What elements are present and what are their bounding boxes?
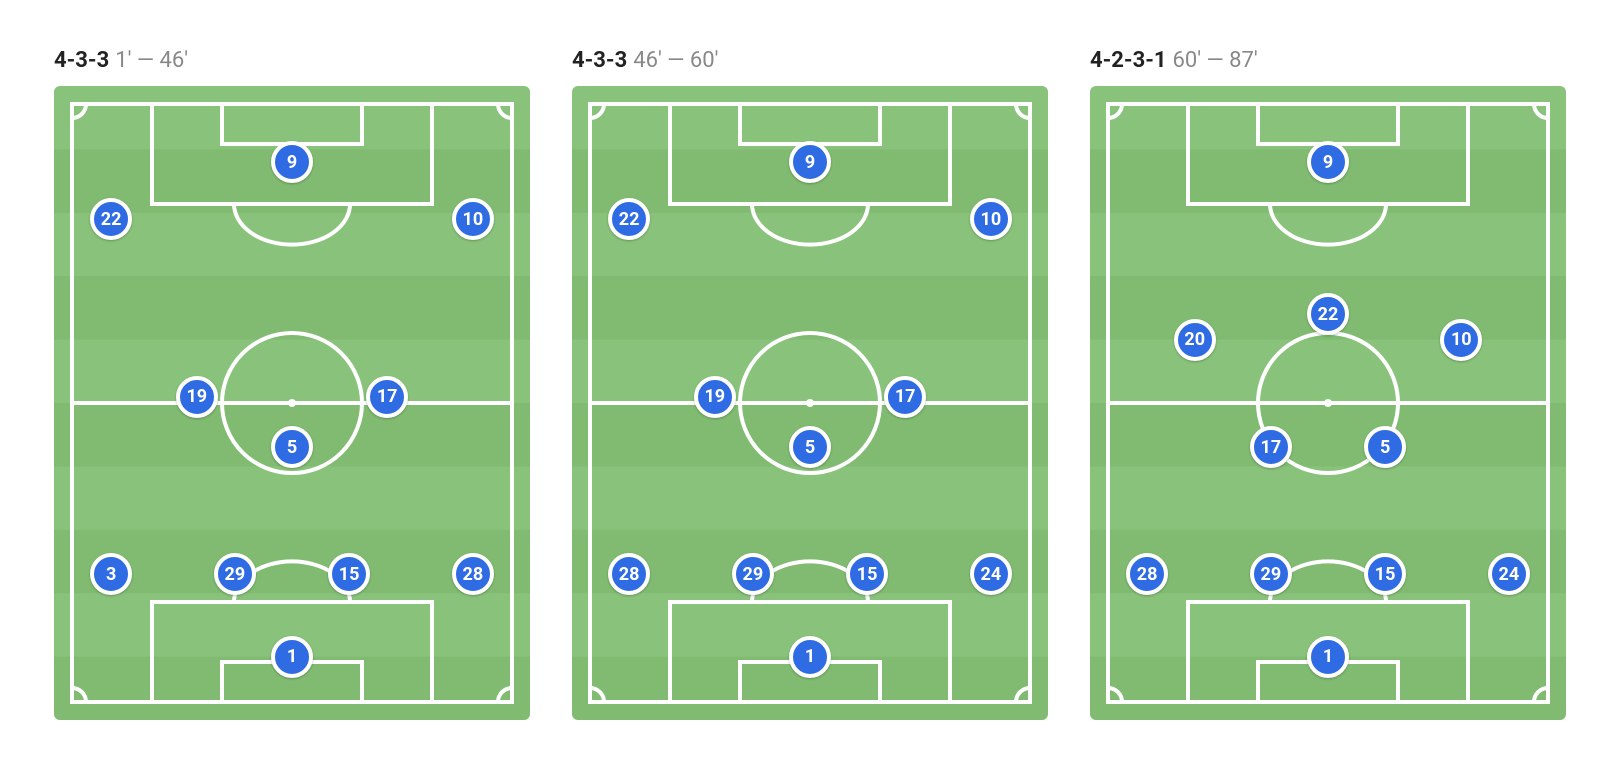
player-marker[interactable]: 9 <box>789 141 831 183</box>
player-marker[interactable]: 1 <box>271 636 313 678</box>
formation-label: 4-3-3 <box>572 48 627 73</box>
player-marker[interactable]: 17 <box>884 376 926 418</box>
player-marker[interactable]: 22 <box>1307 293 1349 335</box>
player-marker[interactable]: 3 <box>90 553 132 595</box>
player-marker[interactable]: 29 <box>1250 553 1292 595</box>
player-marker[interactable]: 28 <box>1126 553 1168 595</box>
player-marker[interactable]: 24 <box>970 553 1012 595</box>
player-marker[interactable]: 20 <box>1174 319 1216 361</box>
player-marker[interactable]: 28 <box>452 553 494 595</box>
pitch: 9 22 10 19 17 5 3 29 15 28 1 <box>54 86 530 720</box>
player-marker[interactable]: 17 <box>366 376 408 418</box>
player-marker[interactable]: 19 <box>694 376 736 418</box>
player-marker[interactable]: 22 <box>608 198 650 240</box>
player-marker[interactable]: 29 <box>214 553 256 595</box>
time-range: 46' — 60' <box>633 48 718 73</box>
player-marker[interactable]: 5 <box>271 426 313 468</box>
player-marker[interactable]: 24 <box>1488 553 1530 595</box>
formation-panel: 4-3-346' — 60' 9 22 10 19 17 5 28 29 15 24 1 <box>572 50 1048 720</box>
player-marker[interactable]: 10 <box>1440 319 1482 361</box>
panel-title: 4-2-3-160' — 87' <box>1090 50 1566 72</box>
panel-title: 4-3-346' — 60' <box>572 50 1048 72</box>
player-marker[interactable]: 15 <box>846 553 888 595</box>
player-marker[interactable]: 22 <box>90 198 132 240</box>
player-marker[interactable]: 15 <box>328 553 370 595</box>
player-marker[interactable]: 9 <box>1307 141 1349 183</box>
player-marker[interactable]: 29 <box>732 553 774 595</box>
player-marker[interactable]: 19 <box>176 376 218 418</box>
player-marker[interactable]: 15 <box>1364 553 1406 595</box>
formation-label: 4-3-3 <box>54 48 109 73</box>
formations-container: 4-3-31' — 46' 9221019175329152814-3-346'… <box>0 0 1618 770</box>
formation-panel: 4-2-3-160' — 87' 9 20 22 10 17 5 28 29 15 24 1 <box>1090 50 1566 720</box>
player-marker[interactable]: 9 <box>271 141 313 183</box>
time-range: 1' — 46' <box>115 48 188 73</box>
pitch: 9 22 10 19 17 5 28 29 15 24 1 <box>572 86 1048 720</box>
player-marker[interactable]: 10 <box>452 198 494 240</box>
pitch: 9 20 22 10 17 5 28 29 15 24 1 <box>1090 86 1566 720</box>
player-marker[interactable]: 1 <box>789 636 831 678</box>
player-marker[interactable]: 5 <box>789 426 831 468</box>
formation-label: 4-2-3-1 <box>1090 48 1167 73</box>
panel-title: 4-3-31' — 46' <box>54 50 530 72</box>
formation-panel: 4-3-31' — 46' 9 22 10 19 17 5 3 29 15 28 1 <box>54 50 530 720</box>
time-range: 60' — 87' <box>1173 48 1258 73</box>
player-marker[interactable]: 5 <box>1364 426 1406 468</box>
player-marker[interactable]: 10 <box>970 198 1012 240</box>
player-marker[interactable]: 28 <box>608 553 650 595</box>
player-marker[interactable]: 1 <box>1307 636 1349 678</box>
player-marker[interactable]: 17 <box>1250 426 1292 468</box>
